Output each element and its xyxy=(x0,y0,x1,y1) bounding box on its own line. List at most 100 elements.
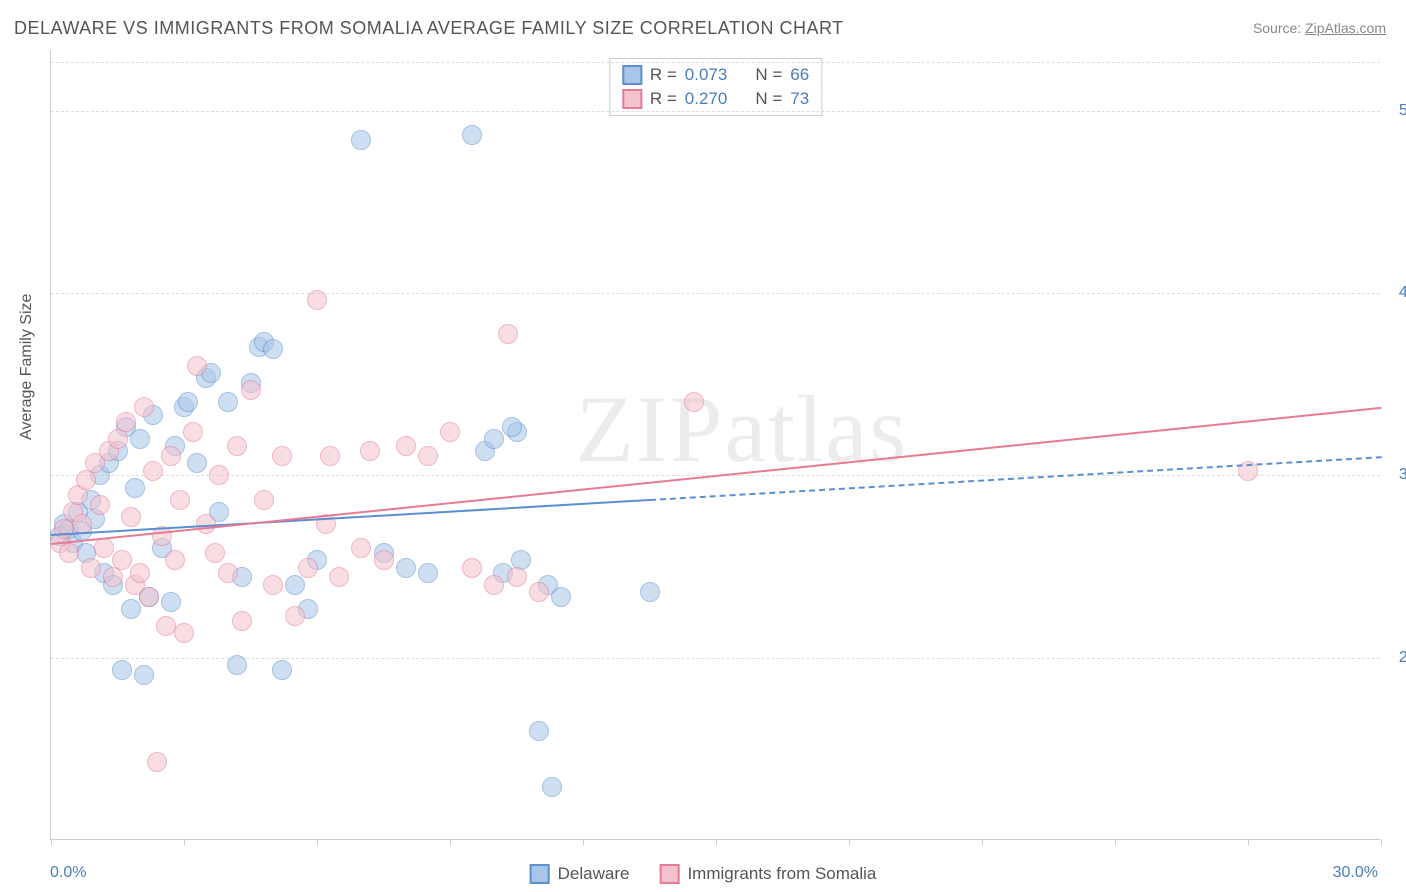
scatter-point xyxy=(232,611,252,631)
stats-row: R = 0.270N = 73 xyxy=(622,87,809,111)
scatter-point xyxy=(94,538,114,558)
source-attribution: Source: ZipAtlas.com xyxy=(1253,20,1386,36)
grid-line xyxy=(51,62,1380,63)
scatter-point xyxy=(218,392,238,412)
y-tick-label: 3.50 xyxy=(1388,466,1406,484)
scatter-point xyxy=(205,543,225,563)
series-swatch xyxy=(659,864,679,884)
x-tick xyxy=(450,839,451,845)
scatter-point xyxy=(112,660,132,680)
scatter-point xyxy=(218,563,238,583)
scatter-point xyxy=(227,436,247,456)
scatter-point xyxy=(227,655,247,675)
chart-title: DELAWARE VS IMMIGRANTS FROM SOMALIA AVER… xyxy=(14,18,844,39)
scatter-point xyxy=(351,130,371,150)
scatter-point xyxy=(418,446,438,466)
scatter-point xyxy=(529,721,549,741)
scatter-point xyxy=(360,441,380,461)
scatter-point xyxy=(396,558,416,578)
legend-item: Immigrants from Somalia xyxy=(659,864,876,884)
r-value: 0.073 xyxy=(685,65,728,85)
series-swatch xyxy=(530,864,550,884)
watermark: ZIPatlas xyxy=(576,374,909,484)
scatter-point xyxy=(285,606,305,626)
scatter-point xyxy=(329,567,349,587)
scatter-point xyxy=(272,660,292,680)
scatter-point xyxy=(121,507,141,527)
scatter-chart: ZIPatlas R = 0.073N = 66R = 0.270N = 73 … xyxy=(50,50,1380,840)
scatter-point xyxy=(165,550,185,570)
x-tick xyxy=(583,839,584,845)
grid-line xyxy=(51,293,1380,294)
scatter-point xyxy=(263,575,283,595)
grid-line xyxy=(51,111,1380,112)
n-label: N = xyxy=(755,89,782,109)
scatter-point xyxy=(440,422,460,442)
scatter-point xyxy=(684,392,704,412)
series-swatch xyxy=(622,89,642,109)
r-label: R = xyxy=(650,89,677,109)
scatter-point xyxy=(161,446,181,466)
x-axis-max-label: 30.0% xyxy=(1333,864,1378,882)
scatter-point xyxy=(484,429,504,449)
x-tick xyxy=(1115,839,1116,845)
scatter-point xyxy=(174,623,194,643)
grid-line xyxy=(51,658,1380,659)
scatter-point xyxy=(170,490,190,510)
x-tick xyxy=(982,839,983,845)
y-tick-label: 4.25 xyxy=(1388,284,1406,302)
scatter-point xyxy=(551,587,571,607)
y-tick-label: 2.75 xyxy=(1388,649,1406,667)
scatter-point xyxy=(90,495,110,515)
scatter-point xyxy=(484,575,504,595)
scatter-point xyxy=(134,665,154,685)
source-link[interactable]: ZipAtlas.com xyxy=(1305,20,1386,36)
x-tick xyxy=(1248,839,1249,845)
n-value: 66 xyxy=(790,65,809,85)
y-axis-label: Average Family Size xyxy=(18,294,36,440)
scatter-point xyxy=(147,752,167,772)
scatter-point xyxy=(134,397,154,417)
scatter-point xyxy=(130,563,150,583)
scatter-point xyxy=(209,465,229,485)
scatter-point xyxy=(187,453,207,473)
trend-line xyxy=(649,456,1381,501)
scatter-point xyxy=(81,558,101,578)
scatter-point xyxy=(108,429,128,449)
legend-item: Delaware xyxy=(530,864,630,884)
scatter-point xyxy=(187,356,207,376)
scatter-point xyxy=(507,567,527,587)
x-tick xyxy=(849,839,850,845)
scatter-point xyxy=(241,380,261,400)
r-label: R = xyxy=(650,65,677,85)
scatter-point xyxy=(139,587,159,607)
x-tick xyxy=(184,839,185,845)
scatter-point xyxy=(143,461,163,481)
scatter-point xyxy=(285,575,305,595)
scatter-point xyxy=(59,543,79,563)
stats-row: R = 0.073N = 66 xyxy=(622,63,809,87)
scatter-point xyxy=(307,290,327,310)
scatter-point xyxy=(263,339,283,359)
x-tick xyxy=(1381,839,1382,845)
scatter-point xyxy=(121,599,141,619)
x-tick xyxy=(51,839,52,845)
scatter-point xyxy=(254,490,274,510)
stats-legend-box: R = 0.073N = 66R = 0.270N = 73 xyxy=(609,58,822,116)
series-legend: Delaware Immigrants from Somalia xyxy=(530,864,877,884)
scatter-point xyxy=(418,563,438,583)
scatter-point xyxy=(272,446,292,466)
scatter-point xyxy=(178,392,198,412)
x-tick xyxy=(716,839,717,845)
series-name: Immigrants from Somalia xyxy=(687,864,876,884)
scatter-point xyxy=(502,417,522,437)
scatter-point xyxy=(542,777,562,797)
scatter-point xyxy=(351,538,371,558)
scatter-point xyxy=(374,550,394,570)
series-swatch xyxy=(622,65,642,85)
scatter-point xyxy=(320,446,340,466)
scatter-point xyxy=(640,582,660,602)
scatter-point xyxy=(183,422,203,442)
scatter-point xyxy=(529,582,549,602)
n-value: 73 xyxy=(790,89,809,109)
